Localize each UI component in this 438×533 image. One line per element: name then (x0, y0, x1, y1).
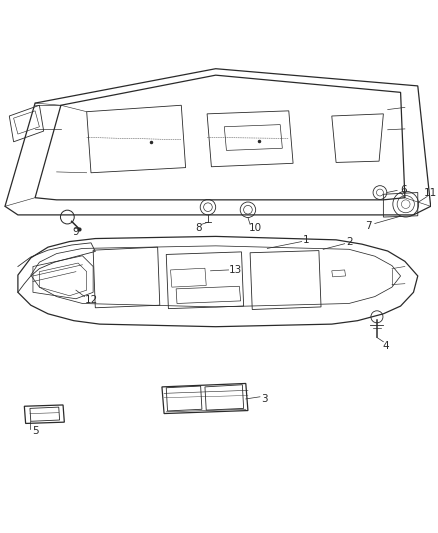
Text: 2: 2 (346, 237, 353, 247)
Text: 3: 3 (261, 394, 268, 404)
Text: 7: 7 (365, 221, 372, 231)
Text: 6: 6 (400, 185, 407, 196)
Text: 10: 10 (249, 223, 262, 233)
Text: 11: 11 (424, 188, 437, 198)
Text: 12: 12 (85, 295, 98, 305)
Text: 1: 1 (303, 235, 309, 245)
Text: 13: 13 (228, 265, 242, 275)
Text: 8: 8 (195, 223, 202, 233)
Text: 5: 5 (33, 426, 39, 436)
Text: 9: 9 (73, 227, 79, 237)
Text: 4: 4 (382, 341, 389, 351)
